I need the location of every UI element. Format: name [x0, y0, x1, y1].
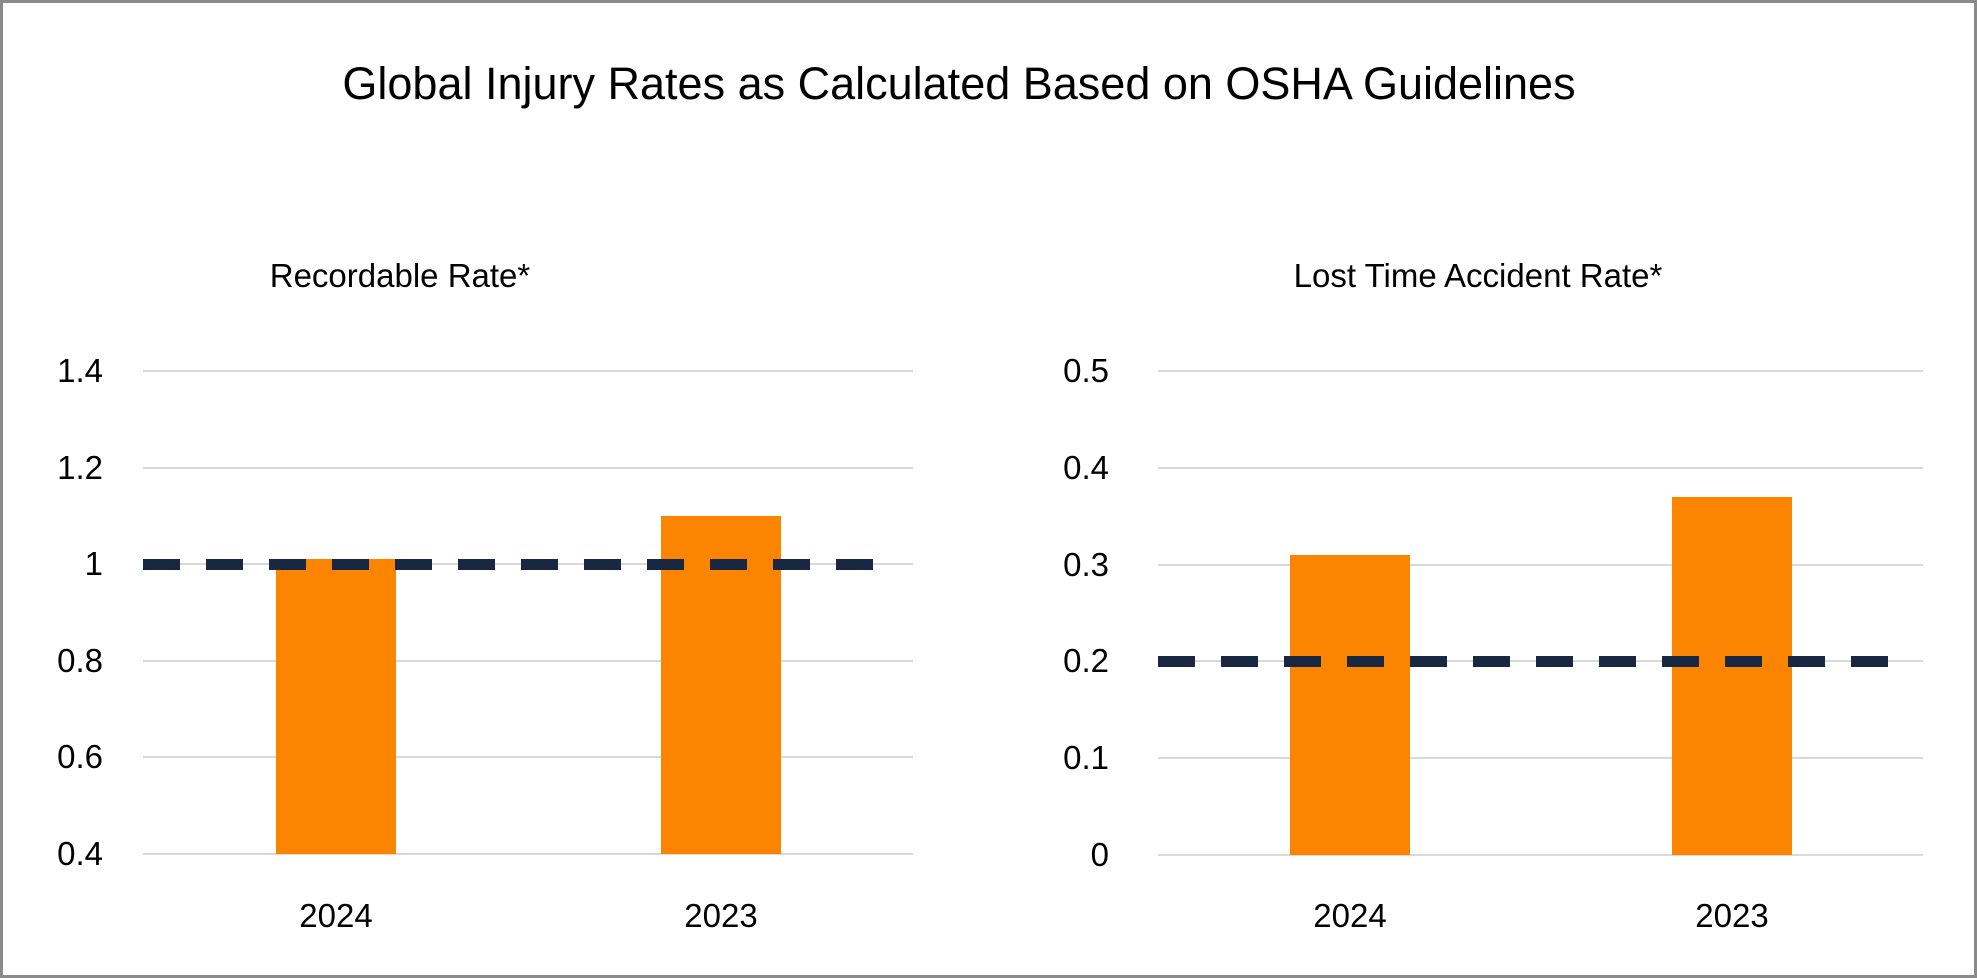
y-tick-label: 1.4: [57, 351, 103, 389]
gridline: [1158, 466, 1923, 469]
gridline: [1158, 563, 1923, 566]
bar-2024: [276, 559, 396, 854]
page-title: Global Injury Rates as Calculated Based …: [342, 58, 1576, 109]
y-tick-label: 0: [1090, 835, 1109, 873]
gridline: [143, 466, 913, 469]
y-tick-label: 1.2: [57, 448, 103, 486]
gridline: [143, 853, 913, 855]
gridline: [143, 370, 913, 372]
x-axis-label: 2024: [1313, 897, 1387, 934]
y-tick-label: 0.5: [1063, 351, 1109, 389]
y-tick-label: 0.2: [1063, 642, 1109, 680]
target-dashed-line: [143, 559, 893, 571]
y-tick-label: 0.3: [1063, 545, 1109, 583]
y-tick-label: 0.1: [1063, 739, 1109, 777]
gridline: [1158, 370, 1923, 372]
y-tick-label: 0.8: [57, 641, 103, 679]
x-axis-label: 2024: [299, 897, 373, 934]
y-tick-label: 1: [84, 545, 103, 583]
x-axis-label: 2023: [1695, 897, 1769, 934]
gridline: [143, 756, 913, 759]
chart-title: Lost Time Accident Rate*: [1293, 257, 1663, 294]
y-tick-label: 0.4: [57, 834, 103, 872]
gridline: [1158, 854, 1923, 856]
bar-2023: [1672, 496, 1792, 855]
gridline: [1158, 757, 1923, 760]
bar-2024: [1290, 554, 1410, 855]
y-tick-label: 0.4: [1063, 448, 1109, 486]
target-dashed-line: [1158, 656, 1908, 668]
x-axis-label: 2023: [684, 897, 758, 934]
bar-2023: [661, 515, 781, 854]
gridline: [143, 659, 913, 662]
y-tick-label: 0.6: [57, 738, 103, 776]
chart-title: Recordable Rate*: [269, 257, 531, 294]
